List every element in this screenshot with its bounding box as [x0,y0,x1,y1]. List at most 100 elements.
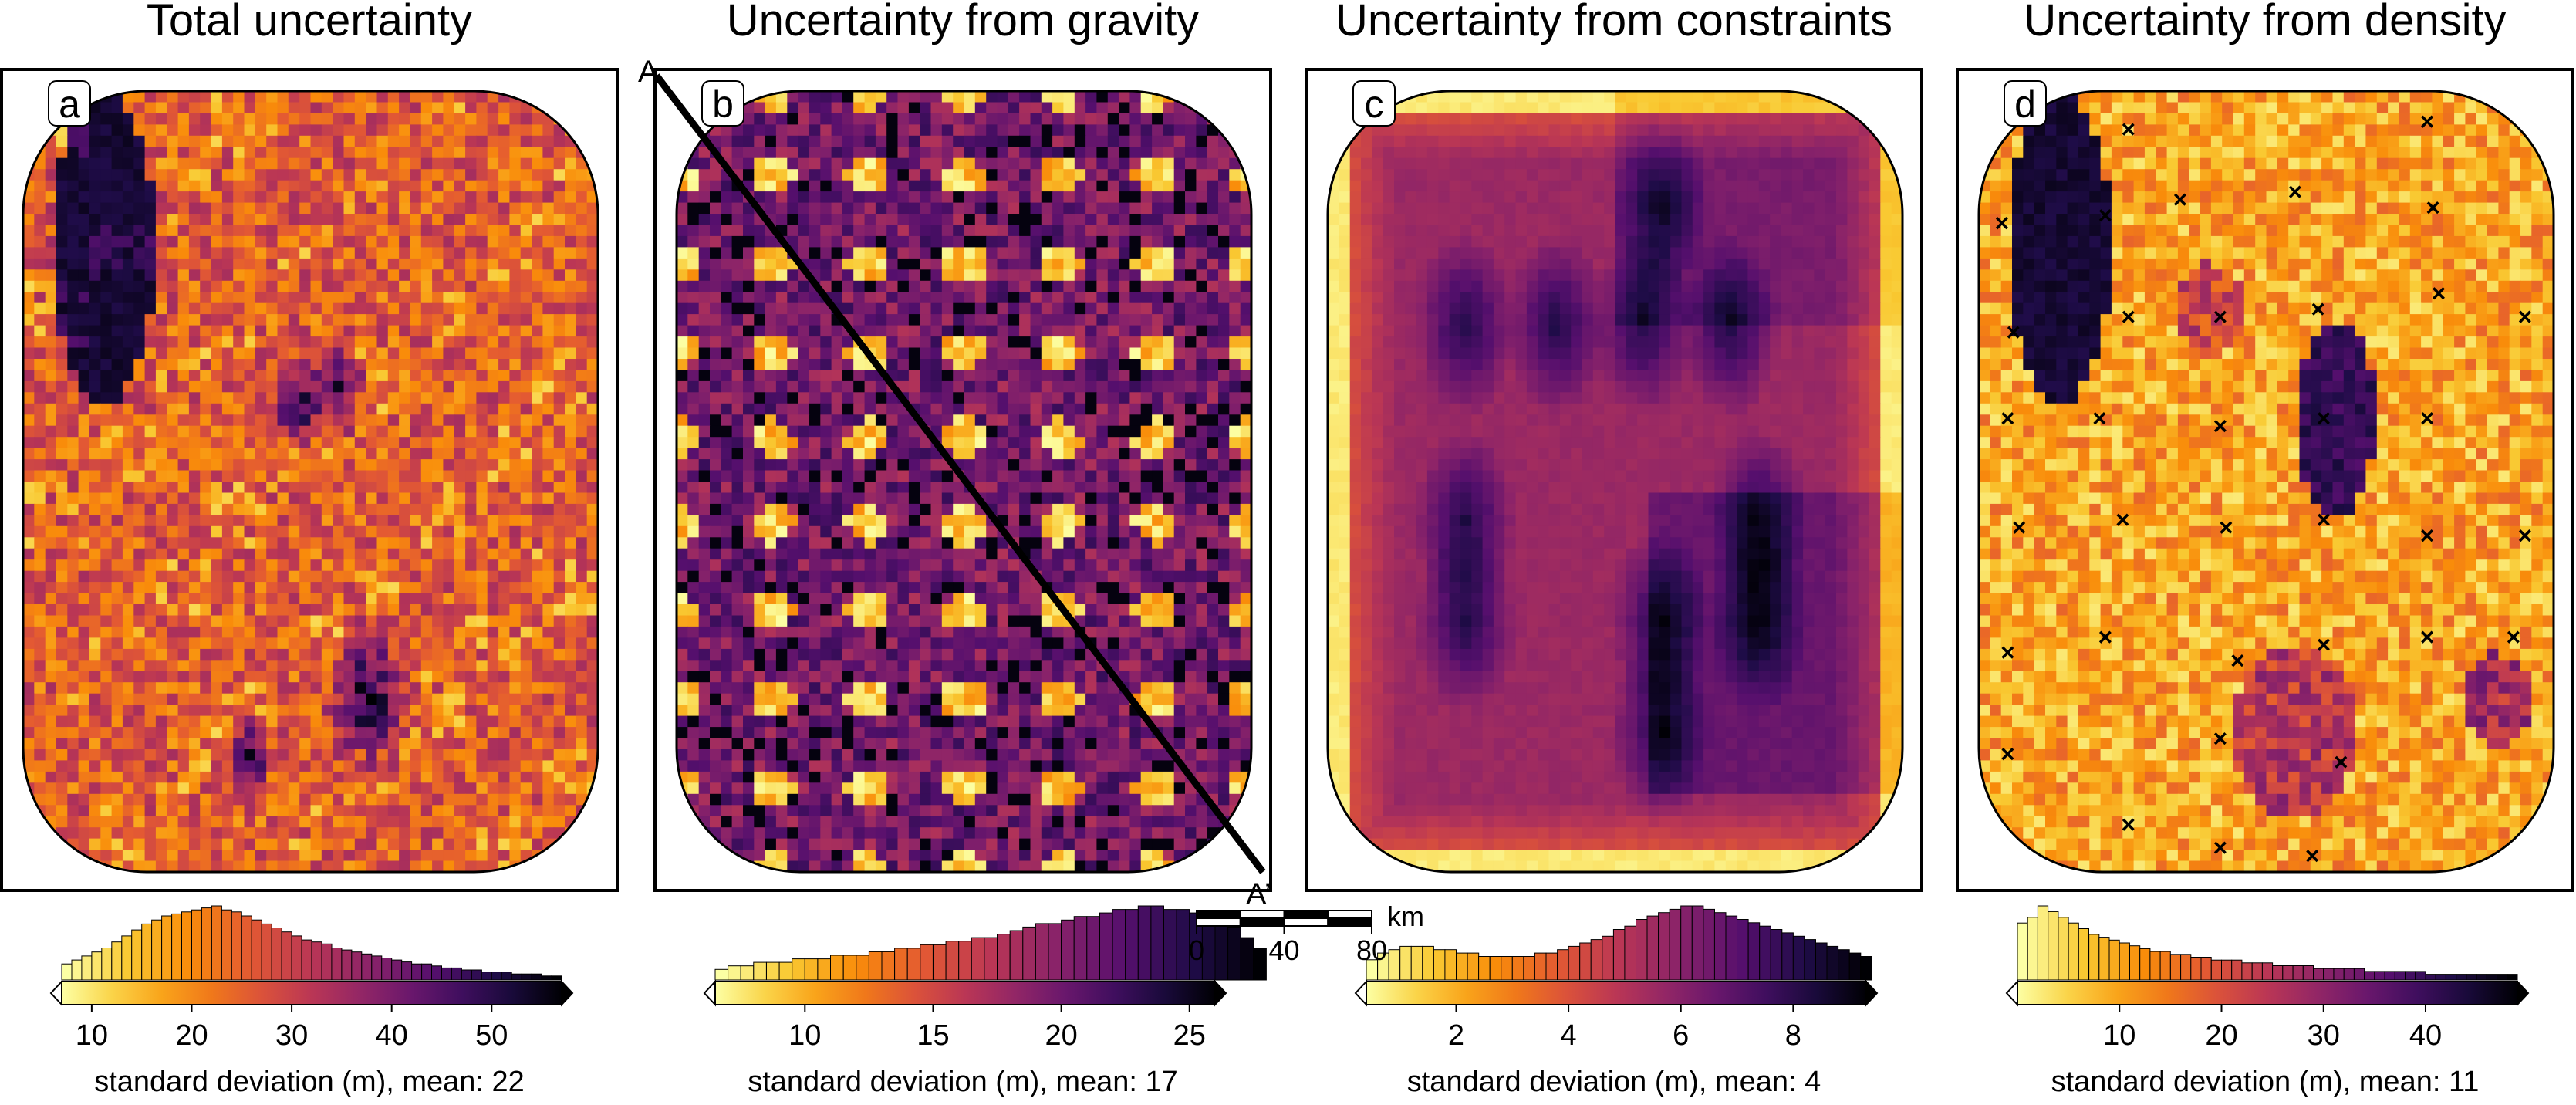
histogram-bar [1524,957,1535,981]
histogram-bar [2283,966,2293,981]
histogram-bar [2130,946,2140,980]
histogram-bar [312,942,322,980]
colorbar-low-arrow [51,982,62,1005]
histogram-bar [192,910,202,980]
histogram-bar [1433,950,1445,980]
histogram-bar [1490,957,1501,981]
colorbar-tick-label: 10 [76,1019,108,1052]
density-constraint-marker: × [2000,404,2015,432]
colorbar-low-arrow [1356,982,1366,1005]
histogram-bar [1112,910,1126,980]
histogram-bar [221,910,231,980]
histogram-bar [767,962,780,980]
histogram-bar [1613,930,1625,981]
histogram-bar [322,944,332,980]
density-constraint-marker: × [2420,404,2435,432]
histogram-bar [292,936,302,980]
histogram-bar [2293,966,2303,981]
panel-label: d [2014,83,2036,126]
histogram-bar [282,932,292,980]
histogram-bar [1126,910,1139,980]
histogram-bar [1737,920,1749,981]
histogram-bar [511,974,522,980]
histogram-bar [272,928,282,981]
panel-label: a [59,83,80,126]
histogram-bar [1457,953,1468,980]
density-constraint-marker: × [2317,506,2331,534]
histogram-bar [920,944,934,980]
histogram-bar [1177,910,1190,980]
density-constraint-marker: × [2334,748,2348,776]
colorbar-tick-label: 50 [475,1019,508,1052]
density-constraint-marker: × [2517,522,2532,549]
histogram-bar [843,955,856,980]
histogram-bar [1602,936,1614,980]
histogram-bar [1411,946,1423,980]
histogram-bar [552,976,562,980]
histogram-bar [2426,975,2436,980]
histogram-bar [2354,968,2364,980]
histogram-bar [1849,953,1861,980]
histogram-bar [1703,909,1715,980]
uncertainty-grid [1328,91,1903,873]
histogram-bar [332,948,342,981]
histogram-bar [1692,906,1703,980]
density-constraint-marker: × [2311,295,2325,323]
histogram [1366,906,1872,980]
histogram-bar [2303,966,2313,981]
histogram-bar [2170,955,2180,980]
histogram-bar [2222,960,2232,980]
histogram-bar [1681,906,1693,980]
histogram-bar [442,968,452,980]
density-constraint-marker: × [2121,303,2135,331]
histogram-bar [1100,913,1113,980]
density-constraint-marker: × [2012,514,2027,542]
colorbar-tick-label: 20 [175,1019,208,1052]
panel-d: Uncertainty from densityd×××××××××××××××… [1957,0,2573,1098]
histogram-bar [231,912,241,980]
histogram-bar [1558,950,1569,980]
histogram-bar [2048,911,2058,980]
density-constraint-marker: × [2213,725,2228,752]
histogram-bar [856,955,869,980]
histogram-bar [2334,968,2344,980]
histogram-bar [142,924,152,980]
histogram-bar [1423,946,1434,980]
histogram-bar [2068,923,2078,980]
colorbar-label: standard deviation (m), mean: 22 [94,1066,525,1098]
colorbar-high-arrow [2517,982,2528,1005]
histogram-bar [1479,957,1491,981]
histogram-bar [2487,975,2497,980]
histogram-bar [372,956,382,980]
histogram-bar [959,941,972,980]
histogram-bar [1670,909,1681,980]
histogram-bar [432,966,442,980]
density-constraint-marker: × [2115,506,2130,534]
histogram-bar [805,959,818,980]
histogram-bar [2466,975,2476,980]
density-constraint-marker: × [2213,303,2228,331]
histogram-bar [1568,946,1580,980]
scale-bar-tick-label: 80 [1356,934,1387,966]
histogram-bar [1647,916,1659,980]
density-constraint-marker: × [2006,319,2021,346]
histogram-bar [2314,968,2324,980]
profile-end-label: A’ [1246,877,1271,911]
histogram-bar [1035,924,1048,980]
histogram-bar [2242,963,2252,980]
histogram-bar [1659,913,1670,980]
histogram-bar [2089,934,2099,980]
density-constraint-marker: × [2000,740,2015,768]
histogram-bar [112,942,122,980]
histogram-bar [1087,917,1100,980]
histogram [715,906,1266,980]
colorbar-label: standard deviation (m), mean: 17 [748,1066,1178,1098]
histogram-bar [1023,927,1036,980]
histogram-bar [362,954,372,980]
histogram-bar [2446,975,2456,980]
histogram-bar [907,948,920,980]
histogram-bar [779,962,792,980]
